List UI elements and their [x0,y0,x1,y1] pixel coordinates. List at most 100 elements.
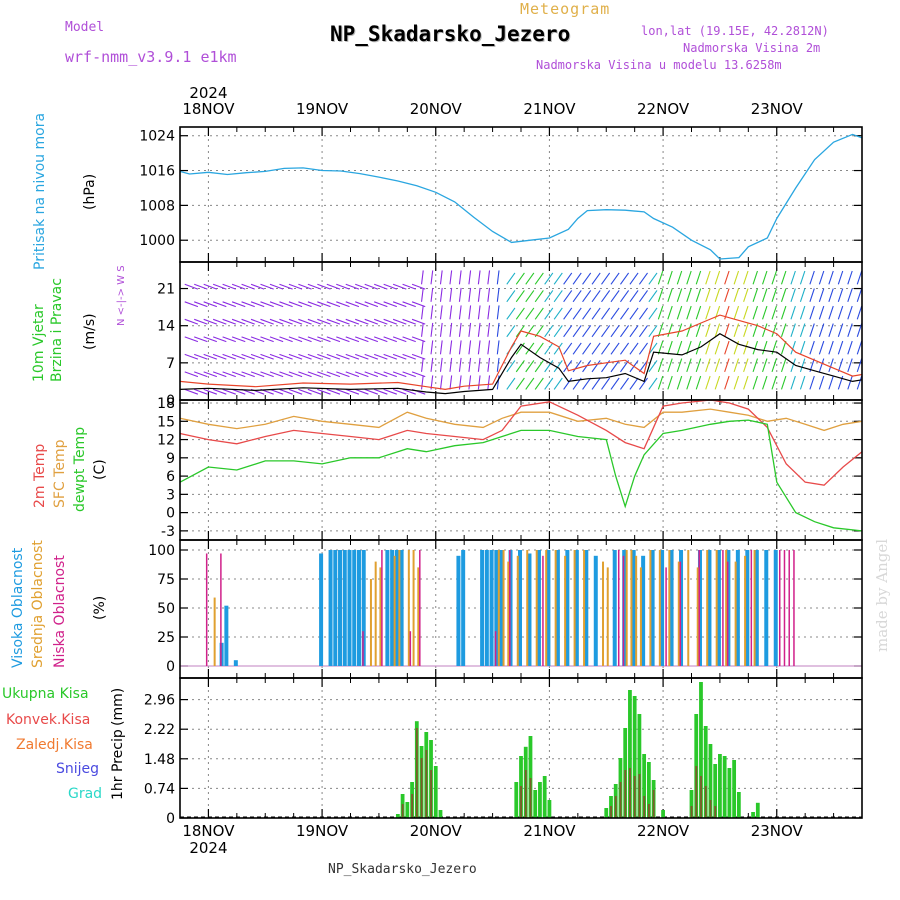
cloud-bar [333,550,338,666]
wind-barb [657,288,664,302]
wind-barb [790,305,796,320]
wind-barb [790,375,796,390]
wind-barb [809,340,815,355]
wind-barb [458,340,462,355]
wind-barb [373,388,388,395]
wind-barb [317,283,331,290]
wind-barb [780,270,787,285]
wind-barb [856,358,863,373]
wind-barb [657,358,664,373]
y-tick-label: 0 [166,659,175,675]
cloud-bar [658,550,661,666]
wind-barb [667,305,673,320]
wind-barb [752,305,759,320]
cloud-bar [706,550,709,666]
cloud-bar [650,550,655,666]
wind-barb [733,270,740,285]
wind-barb [345,318,360,325]
legend-snow: Snijeg [56,761,100,777]
wind-barb [847,270,853,285]
wind-barb [714,358,721,373]
wind-barb [752,375,759,390]
wind-barb [307,336,322,343]
wind-barb [383,283,397,290]
y-tick-label: 1024 [139,129,175,145]
wind-barb [506,307,516,320]
wind-speed-line [179,332,863,395]
cloud-bar [660,550,665,666]
wind-barb [667,358,673,373]
cloud-bar [205,553,208,666]
wind-barb [553,290,563,303]
wind-barb [534,360,544,373]
wind-barb [203,318,218,325]
wind-barb [317,318,331,325]
precip-total-bar [628,690,632,818]
cloud-bar [394,550,399,666]
wind-barb [288,388,303,395]
cloud-bar [725,550,728,666]
wind-barb [676,323,683,338]
cloud-bar [390,550,395,666]
cloud-bar [722,550,724,666]
cloud-bar [526,550,529,666]
wind-barb [184,283,199,290]
wind-barb [553,272,563,285]
precip-convective-bar [695,766,698,818]
cloud-bar [480,550,485,666]
wind-barb [307,388,322,395]
wind-barb [695,323,702,338]
wind-barb [762,375,768,390]
wind-barb [487,322,491,337]
precip-convective-bar [411,794,414,818]
wind-barb [439,357,443,372]
y-tick-label: 14 [157,319,175,335]
precip-total-bar [661,810,665,818]
cloud-bar [631,550,636,666]
wind-barb [657,323,664,338]
precip-total-bar [708,744,713,818]
cloud-bar [407,550,410,666]
wind-barb [439,270,443,285]
cloud-bar [750,550,753,666]
wind-barb [591,272,601,285]
wind-barb [525,377,535,390]
wind-barb [336,318,350,325]
wind-barb [667,288,673,302]
wind-barb [667,375,673,390]
precip-convective-bar [529,778,532,818]
wind-barb [591,342,601,355]
wind-barb [402,388,416,395]
pressure-line [179,133,863,260]
precip-convective-bar [709,800,712,818]
wind-barb [373,353,388,360]
precip-convective-bar [420,758,423,818]
bottom-date-label: 21NOV [523,822,576,840]
wind-barb [790,323,796,338]
wind-barb [714,340,721,355]
top-date-label: 18NOV [182,100,235,118]
wind-barb [222,283,236,290]
wind-barb [620,290,630,303]
cloud-bar [622,555,625,666]
cloud-bar [583,550,586,666]
wind-barb [686,270,692,285]
wind-barb [326,336,341,343]
wind-barb [837,305,844,320]
elevation-text: Nadmorska Visina 2m [683,41,821,55]
wind-barb [241,301,255,308]
wind-barb [799,288,806,302]
y-tick-label: 18 [157,396,175,412]
bottom-year-label: 2024 [189,839,227,857]
cloud-bar [542,555,544,666]
cloud-bar [419,550,421,666]
wind-barb [430,357,434,372]
cloud-bar [665,567,667,666]
wind-barb [260,353,274,360]
temperature-panel: -3 0 3 6 9 12 15 18 [157,396,863,541]
cloud-bar [606,567,609,666]
wind-barb [515,342,525,355]
wind-barb [392,283,407,290]
wind-barb [544,307,554,320]
wind-barb [430,305,434,320]
